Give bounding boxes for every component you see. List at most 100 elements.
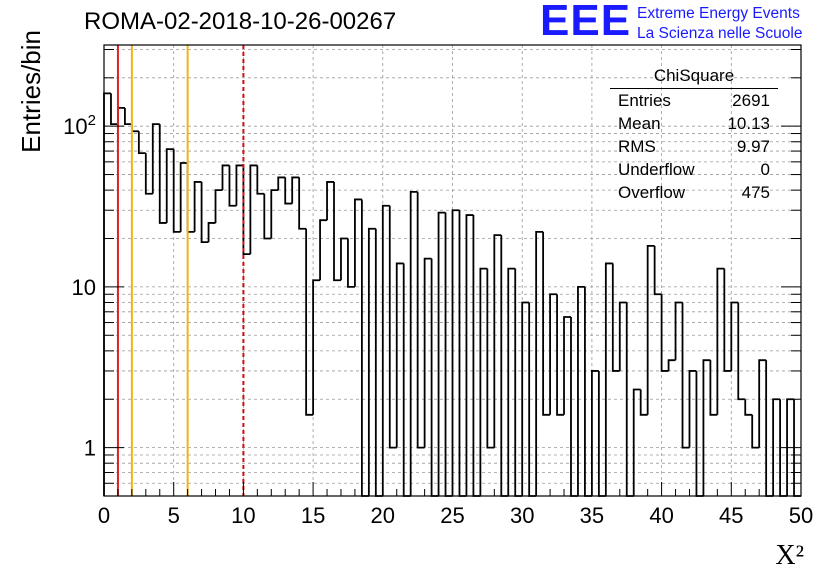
histogram-bin (186, 163, 195, 233)
histogram-bin (570, 316, 578, 497)
histogram-bin (117, 106, 125, 125)
histogram-bin (542, 231, 551, 416)
histogram-bin (479, 267, 488, 496)
histogram-bin (354, 198, 362, 287)
histogram-bin (144, 153, 153, 195)
histogram-bin (618, 301, 627, 371)
histogram-bin (165, 148, 174, 223)
histogram-bin (340, 237, 348, 281)
histogram-bin (591, 370, 599, 496)
histogram-bin (597, 370, 606, 497)
histogram-bin (437, 211, 446, 496)
x-tick-label: 45 (719, 503, 743, 528)
histogram-bin (291, 176, 300, 204)
histogram-bin (674, 301, 683, 361)
histogram-bin (507, 267, 516, 496)
histogram-bin (381, 204, 390, 496)
x-tick-label: 40 (649, 503, 673, 528)
stat-row-underflow: Underflow 0 (610, 158, 778, 181)
histogram-bin (179, 162, 188, 232)
histogram-bin (744, 399, 753, 416)
y-tick-label: 102 (63, 112, 96, 139)
histogram-bin (660, 294, 669, 372)
histogram-bin (416, 191, 425, 449)
histogram-bin (458, 210, 467, 497)
histogram-bin (723, 268, 732, 372)
histogram-bin (305, 228, 314, 416)
histogram-bin (263, 193, 272, 240)
histogram-bin (130, 124, 139, 133)
histogram-bin (611, 263, 620, 372)
stats-title: ChiSquare (610, 64, 778, 89)
histogram-bin (653, 245, 662, 296)
histogram-bin (472, 215, 481, 497)
histogram-bin (639, 389, 648, 416)
histogram-bin (235, 164, 244, 206)
histogram-bin (535, 230, 544, 496)
histogram-bin (409, 191, 418, 496)
stat-row-mean: Mean 10.13 (610, 112, 778, 135)
histogram-bin (632, 388, 641, 496)
stat-row-rms: RMS 9.97 (610, 135, 778, 158)
histogram-bin (465, 214, 474, 496)
stat-row-entries: Entries 2691 (610, 89, 778, 112)
stat-value: 2691 (732, 91, 770, 110)
histogram-bin (688, 370, 697, 448)
stat-label: Entries (618, 91, 671, 110)
x-tick-label: 5 (168, 503, 180, 528)
stat-row-overflow: Overflow 475 (610, 181, 778, 204)
reference-lines (116, 45, 245, 496)
histogram-bin (374, 228, 383, 497)
eee-logo: EEE Extreme Energy Events La Scienza nel… (540, 0, 830, 46)
histogram-bin (423, 257, 432, 448)
histogram-bin (249, 164, 258, 255)
stat-label: Mean (618, 114, 661, 133)
y-tick-label: 1 (84, 436, 96, 461)
x-tick-label: 20 (371, 503, 395, 528)
histogram-bin (172, 149, 181, 233)
histogram-bin (277, 176, 286, 191)
histogram-bin (486, 268, 495, 449)
histogram-bin (549, 293, 558, 415)
histogram-bin (200, 181, 209, 243)
x-tick-label: 10 (231, 503, 255, 528)
histogram-bin (584, 286, 592, 497)
histogram-bin (751, 414, 760, 449)
histogram-bin (451, 209, 460, 496)
axis-tick-labels: 0 5 10 15 20 25 30 35 40 45 50 1 10 102 (63, 112, 813, 528)
histogram-bin (158, 124, 167, 224)
histogram-bin (646, 244, 655, 415)
y-tick-label: 10 (72, 275, 96, 300)
stat-label: Underflow (618, 160, 695, 179)
logo-subtitle-line2: La Scienza nelle Scuole (637, 25, 803, 42)
y-axis-label: Entries/bin (16, 30, 46, 153)
histogram-bin (521, 301, 530, 496)
logo-subtitle-line1: Extreme Energy Events (637, 5, 800, 22)
histogram-bin (444, 212, 453, 497)
histogram-bin (333, 181, 341, 282)
stat-value: 0 (760, 160, 770, 179)
histogram-bin (604, 262, 613, 496)
stat-value: 10.13 (727, 114, 770, 133)
histogram-bin (221, 164, 230, 191)
histogram-bin (772, 398, 781, 496)
stat-label: Overflow (618, 183, 686, 202)
x-tick-label: 25 (440, 503, 464, 528)
histogram-bin (193, 181, 202, 232)
stat-label: RMS (618, 137, 656, 156)
stats-box: ChiSquare Entries 2691 Mean 10.13 RMS 9.… (610, 64, 778, 204)
histogram-bin (124, 107, 132, 126)
histogram-bin (110, 93, 118, 126)
histogram-bin (556, 294, 565, 416)
histogram-bin (298, 177, 307, 230)
histogram-bin (367, 227, 376, 496)
stat-value: 475 (741, 183, 770, 202)
histogram-bin (730, 301, 739, 371)
histogram-bin (702, 359, 711, 496)
histogram-bin (716, 267, 725, 415)
histogram-bin (326, 181, 335, 221)
histogram-bin (137, 131, 146, 154)
histogram-bin (695, 370, 704, 497)
histogram-bin (737, 302, 746, 401)
